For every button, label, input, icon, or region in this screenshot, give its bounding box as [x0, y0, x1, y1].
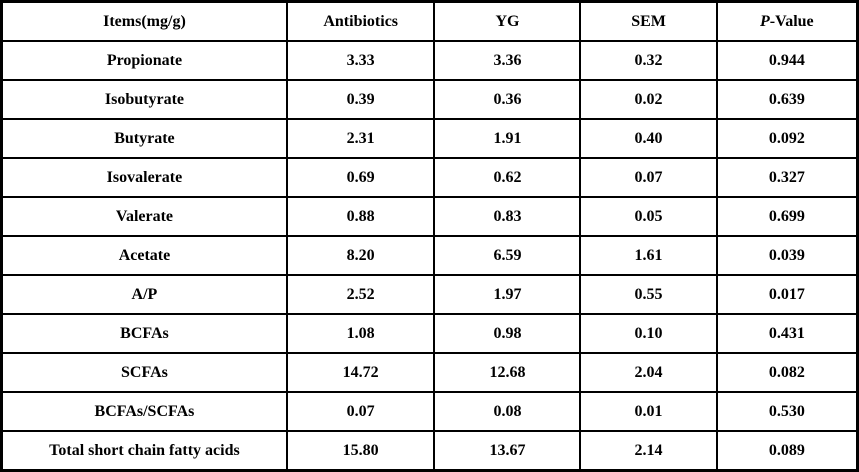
cell-item: BCFAs/SCFAs: [0, 391, 288, 432]
table-row: Isobutyrate 0.39 0.36 0.02 0.639: [0, 79, 859, 120]
cell-value-yg: 1.91: [433, 118, 582, 159]
cell-item: A/P: [0, 274, 288, 315]
cell-value-yg: 1.97: [433, 274, 582, 315]
table-row: Propionate 3.33 3.36 0.32 0.944: [0, 40, 859, 81]
table-header: Items(mg/g) Antibiotics YG SEM P-Value: [0, 0, 859, 42]
cell-value-p: 0.089: [715, 430, 859, 472]
cell-value-sem: 0.40: [579, 118, 718, 159]
cell-value-yg: 3.36: [433, 40, 582, 81]
table-row: Isovalerate 0.69 0.62 0.07 0.327: [0, 157, 859, 198]
cell-value-sem: 0.55: [579, 274, 718, 315]
cell-item: Isovalerate: [0, 157, 288, 198]
cell-value-antibiotics: 0.39: [285, 79, 436, 120]
cell-value-antibiotics: 1.08: [285, 313, 436, 354]
column-header-sem: SEM: [579, 0, 718, 42]
cell-value-sem: 2.04: [579, 352, 718, 393]
cell-item: Butyrate: [0, 118, 288, 159]
cell-value-yg: 0.36: [433, 79, 582, 120]
cell-item: Isobutyrate: [0, 79, 288, 120]
column-header-yg: YG: [433, 0, 582, 42]
cell-value-yg: 0.62: [433, 157, 582, 198]
table-row: SCFAs 14.72 12.68 2.04 0.082: [0, 352, 859, 393]
cell-value-yg: 0.83: [433, 196, 582, 237]
table-body: Propionate 3.33 3.36 0.32 0.944 Isobutyr…: [0, 40, 859, 472]
table-row: Valerate 0.88 0.83 0.05 0.699: [0, 196, 859, 237]
table-row: BCFAs 1.08 0.98 0.10 0.431: [0, 313, 859, 354]
cell-value-sem: 0.02: [579, 79, 718, 120]
cell-value-antibiotics: 0.88: [285, 196, 436, 237]
cell-value-antibiotics: 8.20: [285, 235, 436, 276]
cell-value-sem: 0.10: [579, 313, 718, 354]
cell-value-antibiotics: 2.31: [285, 118, 436, 159]
table-row: BCFAs/SCFAs 0.07 0.08 0.01 0.530: [0, 391, 859, 432]
cell-value-sem: 1.61: [579, 235, 718, 276]
cell-item: Acetate: [0, 235, 288, 276]
cell-value-p: 0.530: [715, 391, 859, 432]
cell-value-p: 0.082: [715, 352, 859, 393]
cell-value-sem: 0.32: [579, 40, 718, 81]
cell-value-yg: 12.68: [433, 352, 582, 393]
cell-value-sem: 2.14: [579, 430, 718, 472]
table-row: Butyrate 2.31 1.91 0.40 0.092: [0, 118, 859, 159]
cell-value-antibiotics: 15.80: [285, 430, 436, 472]
table-row: Acetate 8.20 6.59 1.61 0.039: [0, 235, 859, 276]
cell-value-yg: 0.98: [433, 313, 582, 354]
cell-value-p: 0.039: [715, 235, 859, 276]
cell-value-antibiotics: 2.52: [285, 274, 436, 315]
column-header-items: Items(mg/g): [0, 0, 288, 42]
header-row: Items(mg/g) Antibiotics YG SEM P-Value: [0, 0, 859, 42]
cell-value-antibiotics: 0.69: [285, 157, 436, 198]
cell-value-yg: 0.08: [433, 391, 582, 432]
cell-value-p: 0.639: [715, 79, 859, 120]
cell-value-sem: 0.07: [579, 157, 718, 198]
cell-value-p: 0.327: [715, 157, 859, 198]
table-row: Total short chain fatty acids 15.80 13.6…: [0, 430, 859, 472]
cell-item: SCFAs: [0, 352, 288, 393]
p-value-rest: -Value: [769, 12, 814, 30]
cell-value-p: 0.944: [715, 40, 859, 81]
column-header-p-value: P-Value: [715, 0, 859, 42]
cell-value-sem: 0.01: [579, 391, 718, 432]
cell-item: BCFAs: [0, 313, 288, 354]
cell-item: Propionate: [0, 40, 288, 81]
cell-value-antibiotics: 14.72: [285, 352, 436, 393]
cell-value-sem: 0.05: [579, 196, 718, 237]
column-header-antibiotics: Antibiotics: [285, 0, 436, 42]
cell-value-yg: 6.59: [433, 235, 582, 276]
table-row: A/P 2.52 1.97 0.55 0.017: [0, 274, 859, 315]
cell-item: Valerate: [0, 196, 288, 237]
cell-item: Total short chain fatty acids: [0, 430, 288, 472]
cell-value-p: 0.017: [715, 274, 859, 315]
cell-value-antibiotics: 3.33: [285, 40, 436, 81]
p-value-italic-p: P: [760, 12, 770, 30]
cell-value-yg: 13.67: [433, 430, 582, 472]
cell-value-antibiotics: 0.07: [285, 391, 436, 432]
cell-value-p: 0.431: [715, 313, 859, 354]
cell-value-p: 0.092: [715, 118, 859, 159]
cell-value-p: 0.699: [715, 196, 859, 237]
